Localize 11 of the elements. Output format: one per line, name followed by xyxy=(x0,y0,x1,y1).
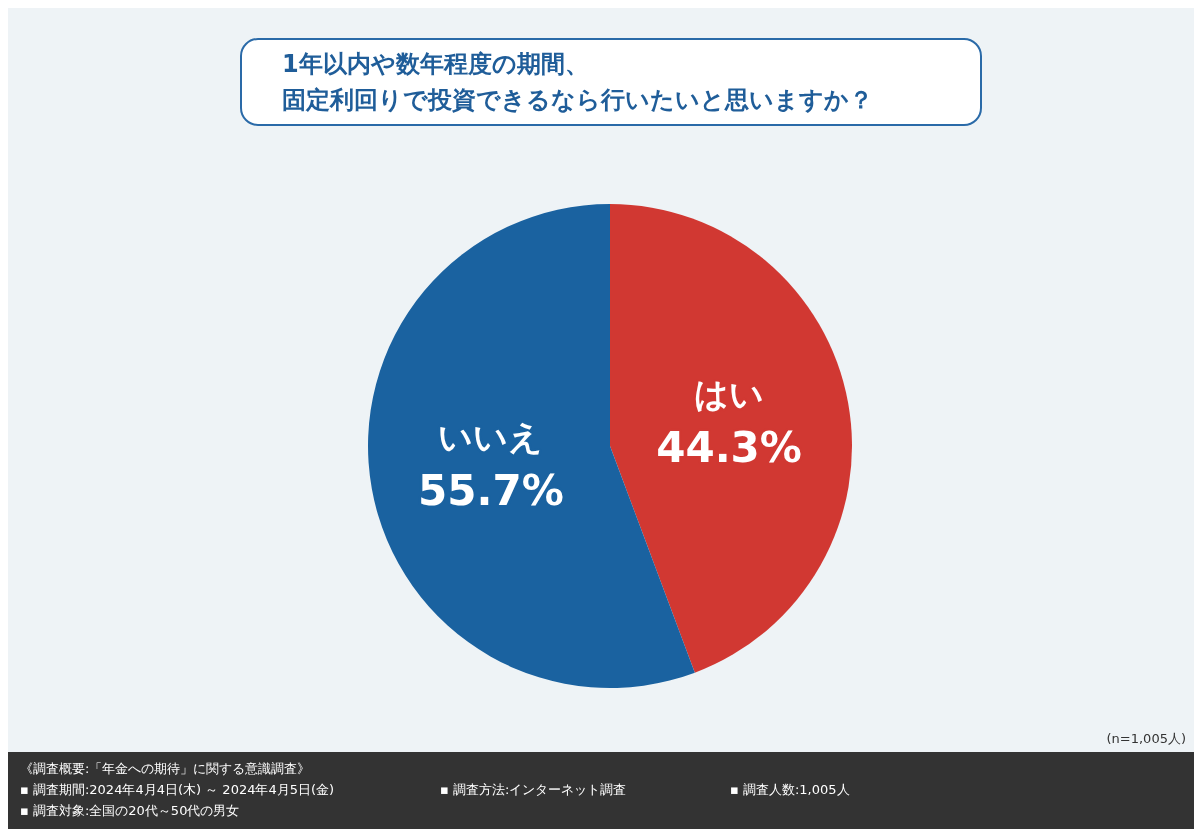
slice-label: はい xyxy=(694,374,765,415)
data-label: 55.7% xyxy=(418,466,564,516)
text: ▪ 調査人数:1,005人 xyxy=(730,781,851,799)
text: 《調査概要:「年金への期待」に関する意識調査》 xyxy=(20,760,312,778)
text: (n=1,005人) xyxy=(1106,730,1186,748)
data-label: 44.3% xyxy=(656,423,802,473)
text: ▪ 調査方法:インターネット調査 xyxy=(440,781,628,799)
chart-title: 1年以内や数年程度の期間、固定利回りで投資できるなら行いたいと思いますか？ xyxy=(282,49,874,116)
slice-label: いいえ xyxy=(438,417,544,458)
text: ▪ 調査期間:2024年4月4日(木) ～ 2024年4月5日(金) xyxy=(20,781,336,799)
text: ▪ 調査対象:全国の20代～50代の男女 xyxy=(20,802,241,820)
